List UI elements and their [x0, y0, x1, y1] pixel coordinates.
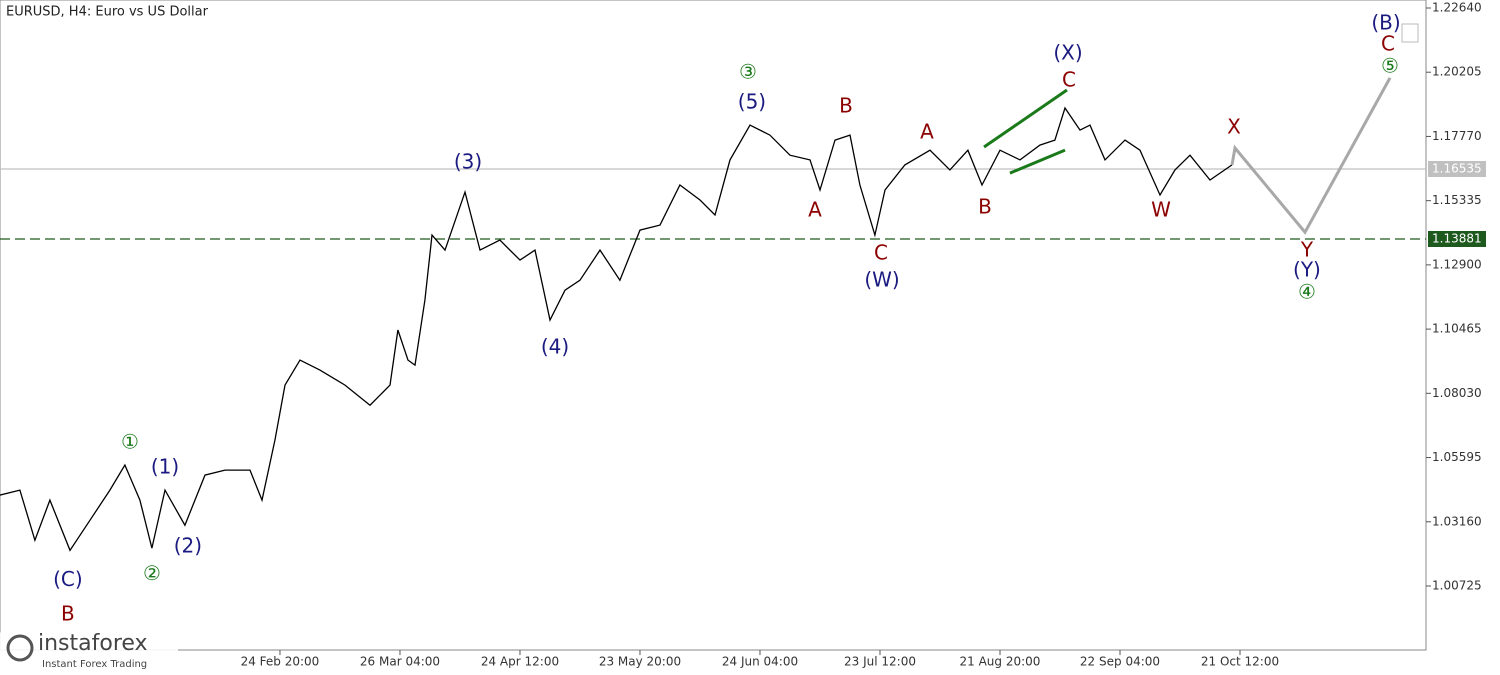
trendline	[983, 88, 1068, 149]
wave-label: ①	[121, 430, 139, 454]
watermark-tagline: Instant Forex Trading	[42, 659, 147, 670]
wave-label: A	[920, 120, 934, 144]
x-tick-label: 26 Mar 04:00	[360, 655, 440, 669]
wave-label: ②	[143, 561, 161, 585]
wave-label: (4)	[541, 335, 569, 359]
wave-label: (5)	[738, 89, 766, 113]
wave-label: Y	[1300, 238, 1314, 262]
price-label-box	[1428, 231, 1486, 248]
wave-label: ⑤	[1381, 54, 1399, 78]
wave-label: C	[1381, 31, 1395, 55]
wave-label: ③	[739, 59, 757, 83]
wave-label: ④	[1298, 280, 1316, 304]
y-tick-label: 1.17770	[1432, 129, 1482, 143]
wave-label: (B)	[1371, 11, 1400, 35]
plot-frame	[0, 0, 1427, 651]
x-tick-label: 24 Jun 04:00	[722, 655, 798, 669]
price-label: 1.16535	[1432, 162, 1482, 176]
watermark-box	[0, 628, 178, 672]
y-tick-label: 1.00725	[1432, 578, 1482, 592]
x-tick-label: 21 Aug 20:00	[960, 655, 1041, 669]
wave-label: (1)	[151, 455, 179, 479]
y-tick-label: 1.22640	[1432, 0, 1482, 14]
price-label-box	[1428, 161, 1486, 178]
y-tick-label: 1.08030	[1432, 386, 1482, 400]
y-tick-label: 1.03160	[1432, 514, 1482, 528]
watermark-logo	[6, 634, 34, 662]
projection-line	[1230, 77, 1392, 235]
wave-label: (Y)	[1293, 257, 1321, 281]
wave-label: (3)	[454, 150, 482, 174]
price-line-series	[0, 106, 1233, 552]
x-tick-label: 23 May 20:00	[599, 655, 681, 669]
y-tick-label: 1.20205	[1432, 65, 1482, 79]
wave-label: B	[978, 195, 992, 219]
x-tick-label: 24 Feb 20:00	[241, 655, 320, 669]
wave-label: W	[1151, 198, 1171, 222]
trendline	[1009, 148, 1066, 175]
trade-icon	[1401, 23, 1419, 43]
x-tick-label: 22 Sep 04:00	[1080, 655, 1160, 669]
price-label: 1.13881	[1432, 232, 1482, 246]
wave-label: B	[61, 602, 75, 626]
y-tick-label: 1.15335	[1432, 193, 1482, 207]
x-tick-label: 24 Apr 12:00	[481, 655, 559, 669]
wave-label: C	[874, 241, 888, 265]
wave-label: X	[1227, 114, 1241, 138]
x-tick-label: 23 Jul 12:00	[844, 655, 916, 669]
x-tick-label: 21 Oct 12:00	[1201, 655, 1279, 669]
chart-title: EURUSD, H4: Euro vs US Dollar	[6, 5, 209, 20]
y-tick-label: 1.10465	[1432, 322, 1482, 336]
y-tick-label: 1.05595	[1432, 450, 1482, 464]
wave-label: (X)	[1053, 40, 1082, 64]
wave-label: (C)	[53, 567, 83, 591]
y-tick-label: 1.12900	[1432, 257, 1482, 271]
wave-label: (W)	[864, 267, 899, 291]
wave-label: A	[808, 198, 822, 222]
wave-label: (2)	[174, 534, 202, 558]
watermark-brand: instaforex	[38, 631, 148, 656]
wave-label: B	[839, 93, 853, 117]
wave-label: C	[1062, 68, 1076, 92]
